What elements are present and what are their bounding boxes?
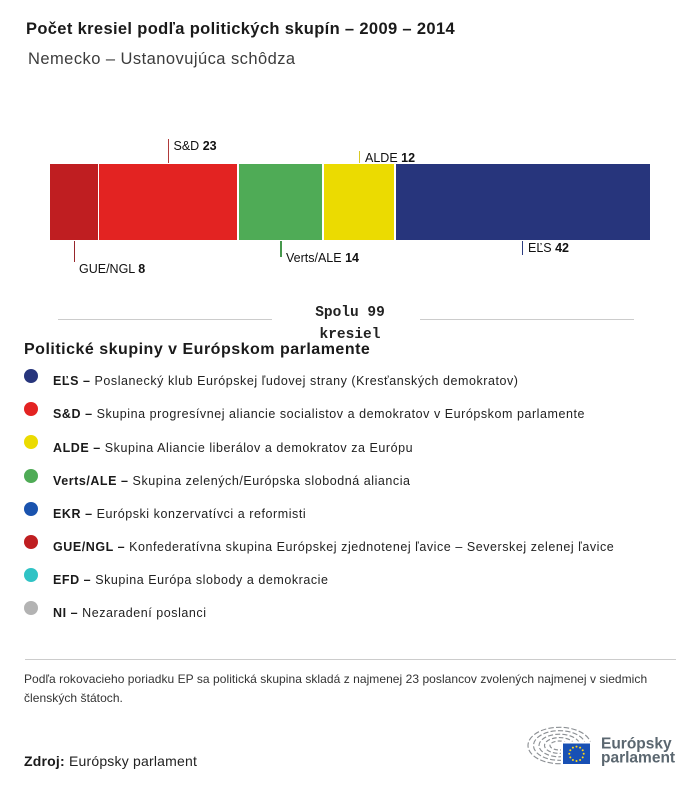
svg-text:parlament: parlament — [601, 750, 675, 767]
svg-text:Európsky: Európsky — [601, 736, 672, 753]
